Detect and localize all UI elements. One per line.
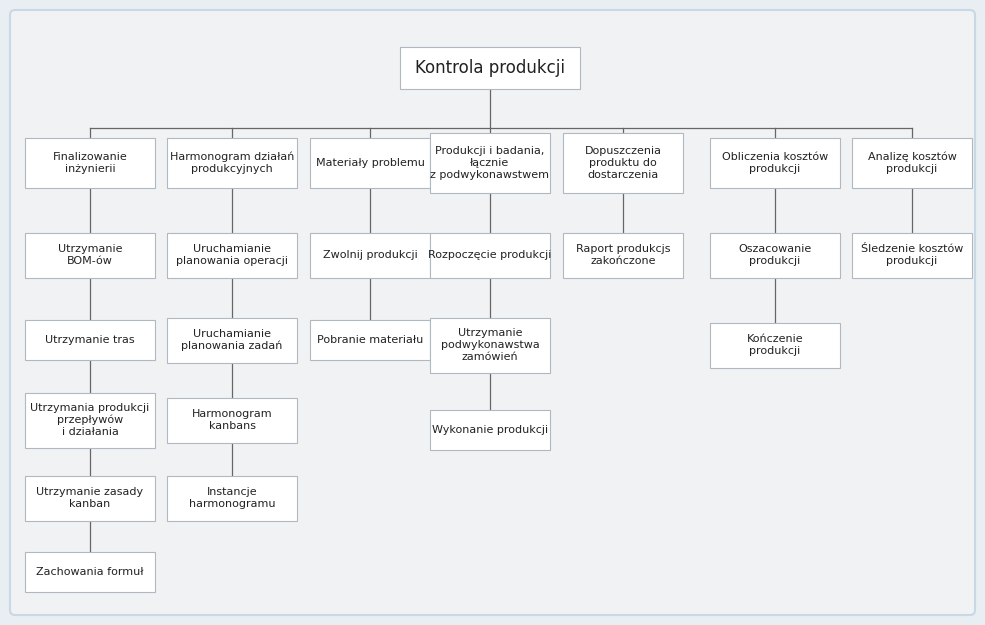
- Text: Zwolnij produkcji: Zwolnij produkcji: [323, 250, 418, 260]
- Text: Dopuszczenia
produktu do
dostarczenia: Dopuszczenia produktu do dostarczenia: [584, 146, 662, 179]
- Text: Raport produkcjs
zakończone: Raport produkcjs zakończone: [576, 244, 670, 266]
- Text: Utrzymanie zasady
kanban: Utrzymanie zasady kanban: [36, 488, 144, 509]
- Text: Finalizowanie
inżynierii: Finalizowanie inżynierii: [52, 152, 127, 174]
- Text: Kończenie
produkcji: Kończenie produkcji: [747, 334, 804, 356]
- FancyBboxPatch shape: [167, 232, 297, 278]
- FancyBboxPatch shape: [25, 320, 155, 360]
- FancyBboxPatch shape: [310, 320, 430, 360]
- Text: Uruchamianie
planowania zadań: Uruchamianie planowania zadań: [181, 329, 283, 351]
- Text: Utrzymania produkcji
przepływów
i działania: Utrzymania produkcji przepływów i działa…: [31, 403, 150, 437]
- FancyBboxPatch shape: [400, 47, 580, 89]
- FancyBboxPatch shape: [563, 133, 683, 193]
- Text: Harmonogram
kanbans: Harmonogram kanbans: [192, 409, 272, 431]
- FancyBboxPatch shape: [25, 476, 155, 521]
- Text: Instancje
harmonogramu: Instancje harmonogramu: [189, 488, 275, 509]
- FancyBboxPatch shape: [852, 232, 972, 278]
- Text: Zachowania formuł: Zachowania formuł: [36, 567, 144, 577]
- Text: Utrzymanie
podwykonawstwa
zamówień: Utrzymanie podwykonawstwa zamówień: [440, 328, 540, 362]
- Text: Harmonogram działań
produkcyjnych: Harmonogram działań produkcyjnych: [169, 152, 295, 174]
- FancyBboxPatch shape: [710, 232, 840, 278]
- Text: Pobranie materiału: Pobranie materiału: [317, 335, 424, 345]
- FancyBboxPatch shape: [167, 138, 297, 188]
- FancyBboxPatch shape: [25, 232, 155, 278]
- Text: Oszacowanie
produkcji: Oszacowanie produkcji: [739, 244, 812, 266]
- Text: Śledzenie kosztów
produkcji: Śledzenie kosztów produkcji: [861, 244, 963, 266]
- FancyBboxPatch shape: [167, 476, 297, 521]
- FancyBboxPatch shape: [430, 410, 550, 450]
- FancyBboxPatch shape: [25, 552, 155, 592]
- FancyBboxPatch shape: [430, 133, 550, 193]
- Text: Utrzymanie
BOM-ów: Utrzymanie BOM-ów: [58, 244, 122, 266]
- Text: Produkcji i badania,
łącznie
z podwykonawstwem: Produkcji i badania, łącznie z podwykona…: [430, 146, 550, 179]
- Text: Obliczenia kosztów
produkcji: Obliczenia kosztów produkcji: [722, 152, 828, 174]
- FancyBboxPatch shape: [25, 138, 155, 188]
- Text: Uruchamianie
planowania operacji: Uruchamianie planowania operacji: [176, 244, 288, 266]
- FancyBboxPatch shape: [710, 138, 840, 188]
- FancyBboxPatch shape: [563, 232, 683, 278]
- FancyBboxPatch shape: [310, 232, 430, 278]
- FancyBboxPatch shape: [710, 322, 840, 368]
- FancyBboxPatch shape: [852, 138, 972, 188]
- Text: Analizę kosztów
produkcji: Analizę kosztów produkcji: [868, 152, 956, 174]
- FancyBboxPatch shape: [430, 318, 550, 372]
- Text: Kontrola produkcji: Kontrola produkcji: [415, 59, 565, 77]
- FancyBboxPatch shape: [167, 398, 297, 442]
- Text: Wykonanie produkcji: Wykonanie produkcji: [432, 425, 548, 435]
- FancyBboxPatch shape: [310, 138, 430, 188]
- FancyBboxPatch shape: [25, 392, 155, 448]
- FancyBboxPatch shape: [167, 318, 297, 362]
- FancyBboxPatch shape: [10, 10, 975, 615]
- Text: Materiały problemu: Materiały problemu: [315, 158, 425, 168]
- FancyBboxPatch shape: [430, 232, 550, 278]
- Text: Utrzymanie tras: Utrzymanie tras: [45, 335, 135, 345]
- Text: Rozpoczęcie produkcji: Rozpoczęcie produkcji: [428, 250, 552, 260]
